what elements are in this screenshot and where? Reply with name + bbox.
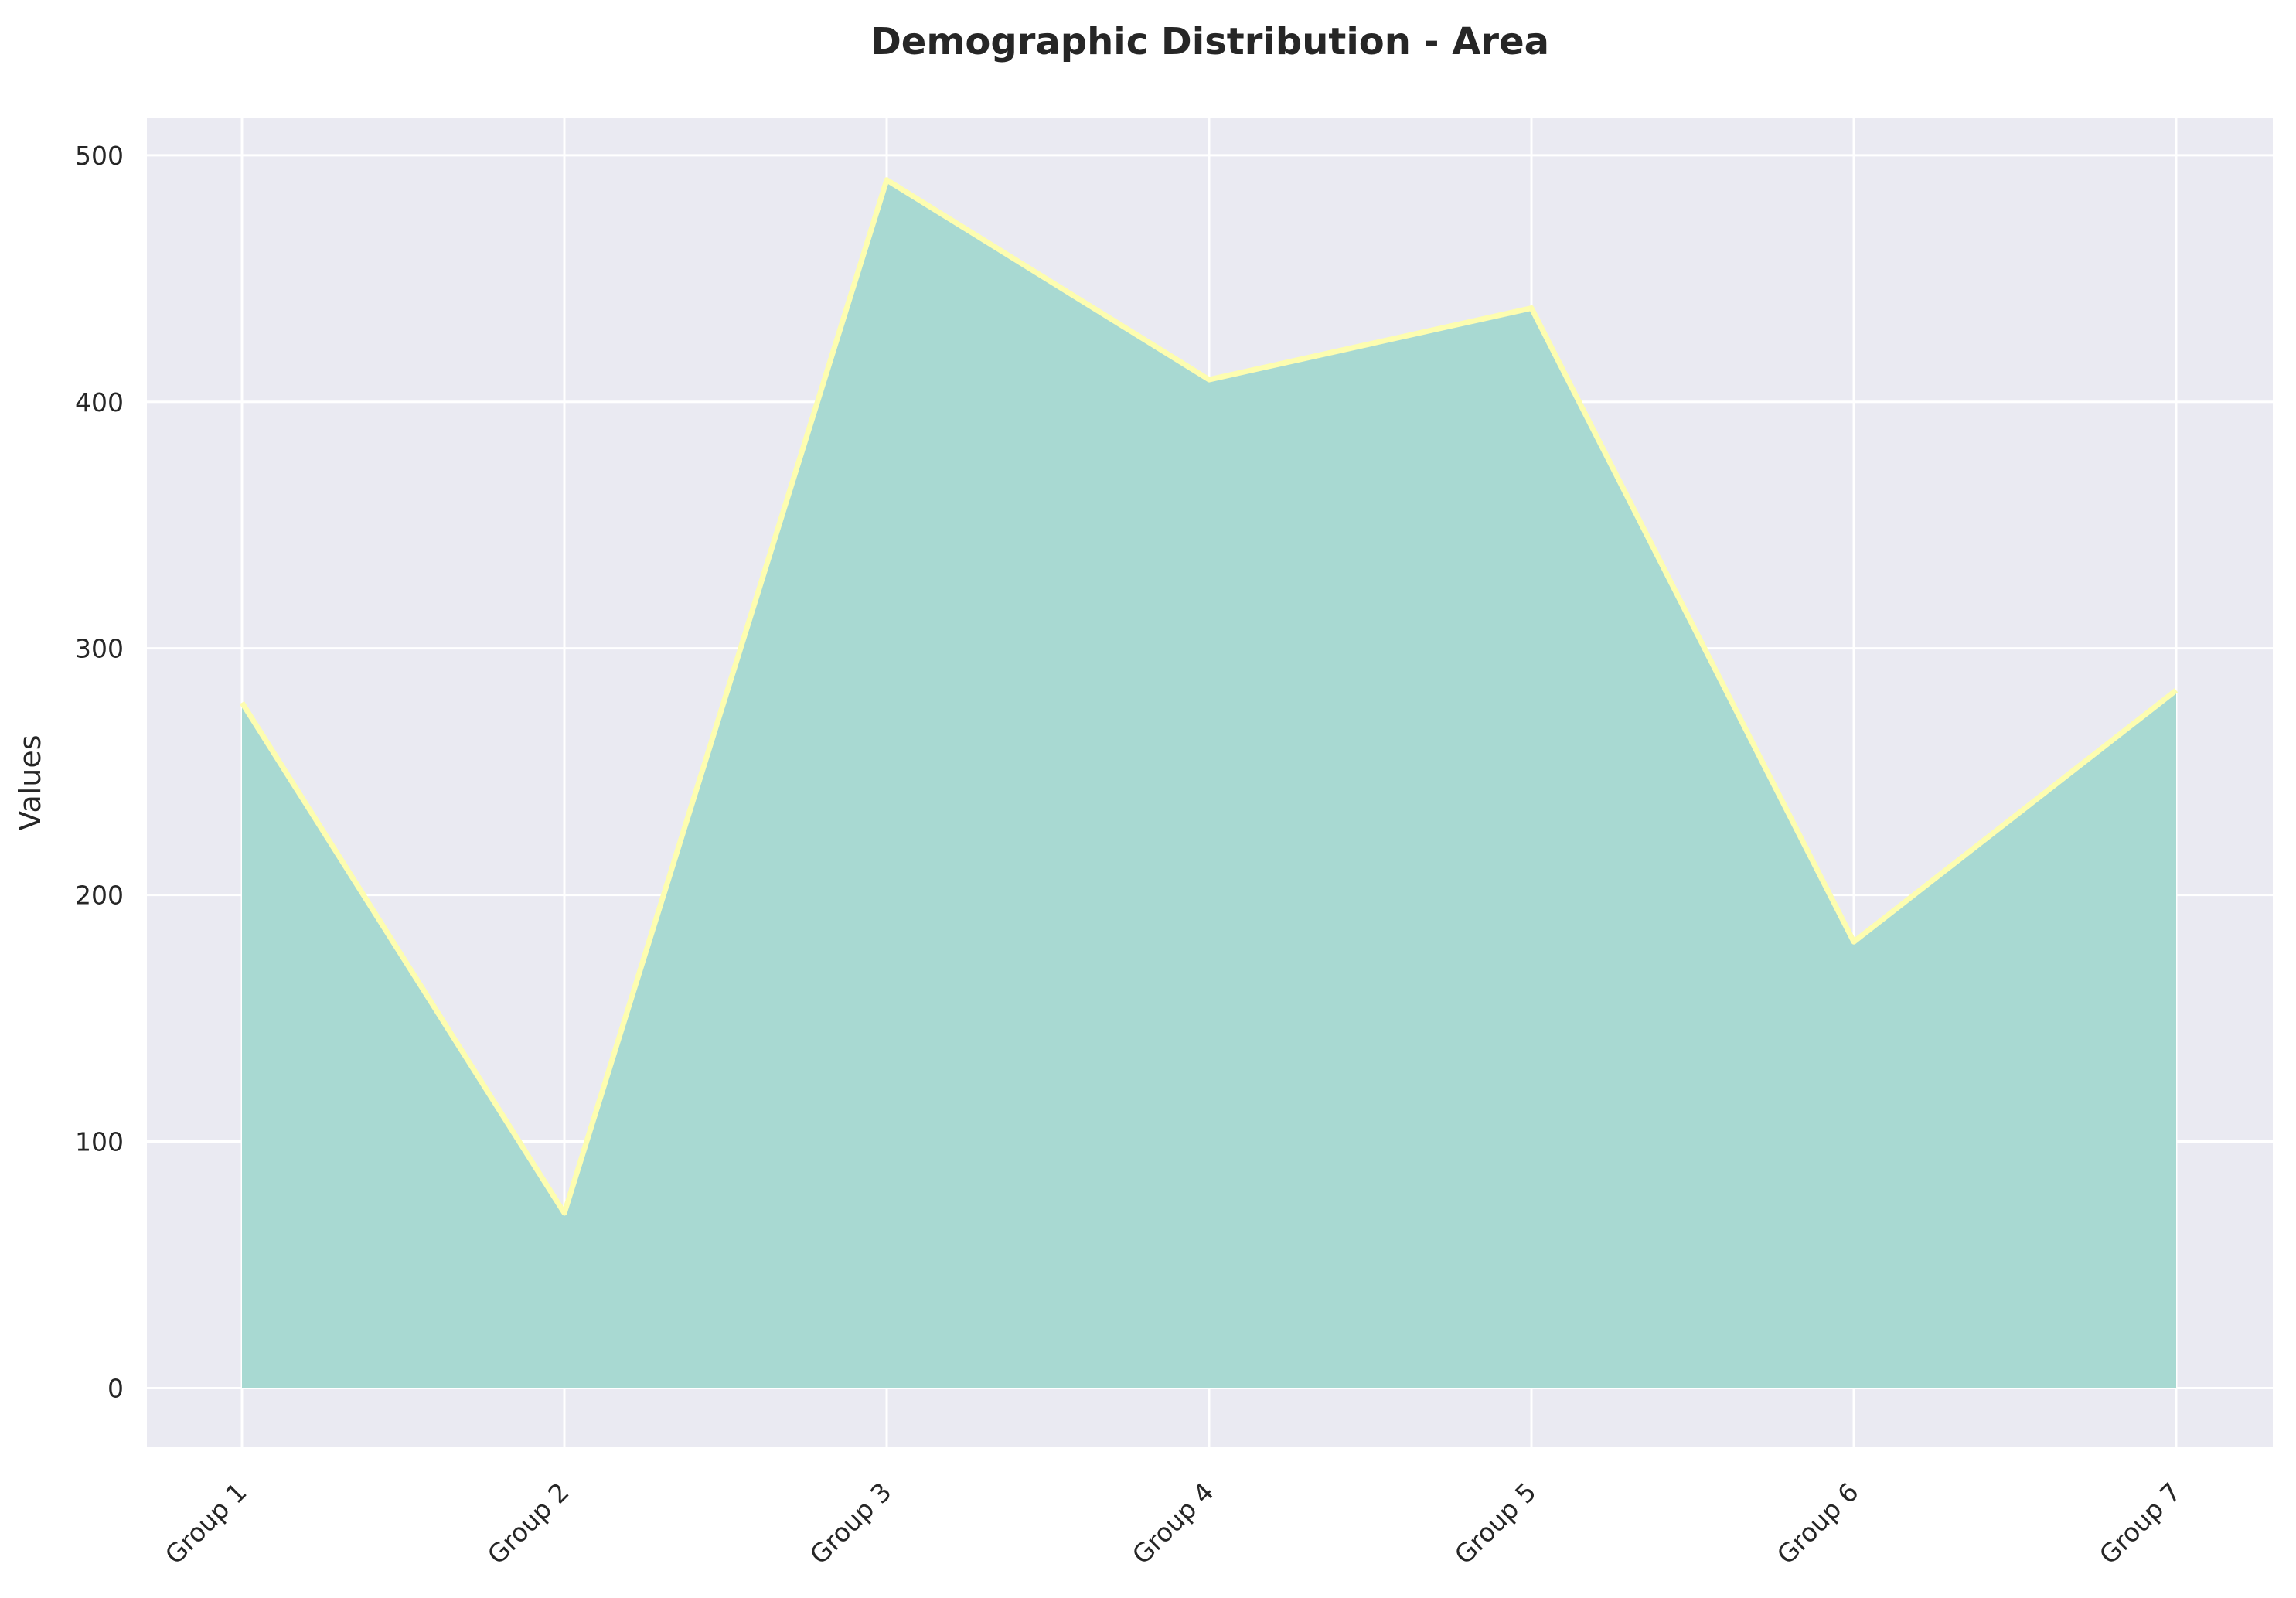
x-tick-label: Group 2 — [482, 1477, 575, 1570]
y-axis-label: Values — [13, 734, 47, 830]
series-line — [240, 177, 2178, 1216]
y-tick-label: 200 — [75, 881, 124, 911]
y-tick-label: 500 — [75, 141, 124, 171]
x-tick-label: Group 4 — [1126, 1477, 1220, 1570]
y-tick-label: 100 — [75, 1127, 124, 1157]
chart-title: Demographic Distribution - Area — [870, 20, 1549, 63]
y-tick-label: 400 — [75, 387, 124, 417]
x-tick-label: Group 1 — [159, 1477, 253, 1570]
y-tick-label: 300 — [75, 634, 124, 664]
x-tick-label: Group 6 — [1771, 1477, 1865, 1570]
area-fill — [242, 179, 2176, 1388]
x-axis-ticks: Group 1 Group 2 Group 3 Group 4 Group 5 Group… — [159, 1477, 2187, 1570]
x-tick-label: Group 5 — [1449, 1477, 1542, 1570]
y-axis-ticks: 0 100 200 300 400 500 — [75, 141, 124, 1404]
x-tick-label: Group 3 — [804, 1477, 898, 1570]
x-tick-label: Group 7 — [2093, 1477, 2187, 1570]
y-tick-label: 0 — [107, 1373, 124, 1403]
